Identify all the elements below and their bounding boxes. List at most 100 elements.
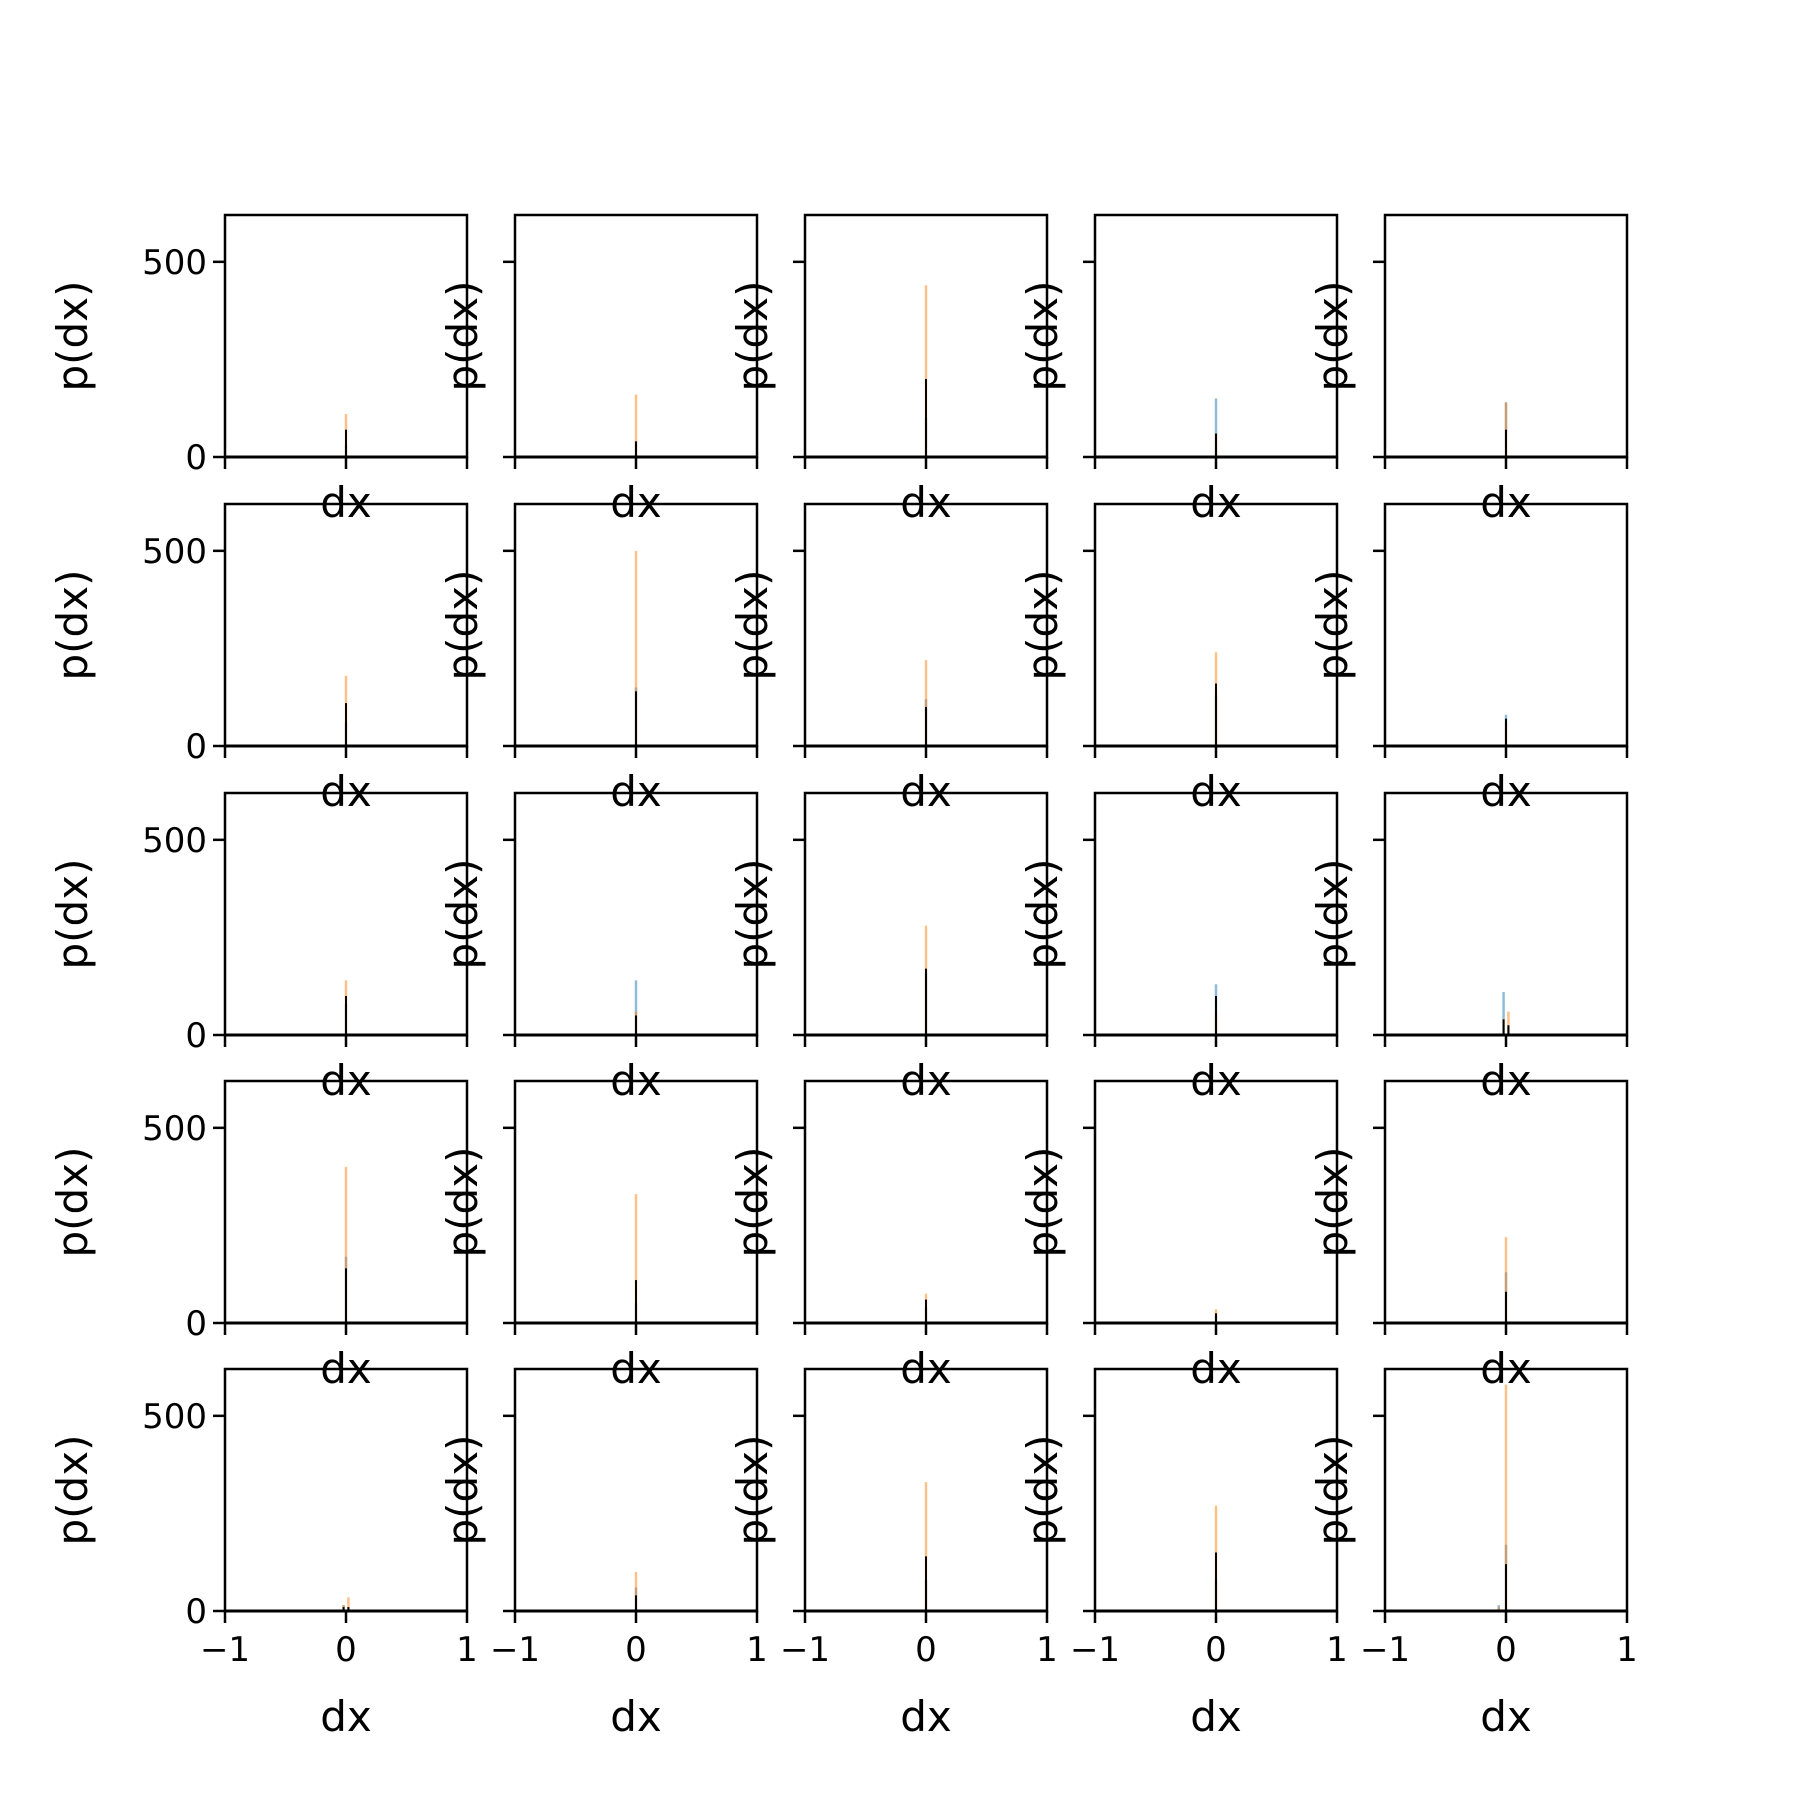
y-axis-label: p(dx) bbox=[1308, 570, 1357, 681]
y-axis-label: p(dx) bbox=[1018, 570, 1067, 681]
histogram-bar-series-b bbox=[924, 660, 928, 746]
y-axis-label: p(dx) bbox=[438, 1435, 487, 1546]
y-axis-label: p(dx) bbox=[1308, 859, 1357, 970]
y-tick-label: 500 bbox=[142, 243, 207, 283]
x-tick-label: 1 bbox=[1036, 1630, 1058, 1670]
y-axis-label: p(dx) bbox=[438, 281, 487, 392]
histogram-bar-series-b bbox=[924, 285, 928, 457]
histogram-bar-series-b bbox=[1497, 1607, 1500, 1611]
histogram-bar-series-c bbox=[1215, 433, 1217, 457]
histogram-bar-series-c bbox=[1505, 429, 1507, 457]
x-axis-label: dx bbox=[900, 478, 952, 527]
histogram-bar-series-c bbox=[1215, 1552, 1217, 1611]
y-axis-label: p(dx) bbox=[728, 859, 777, 970]
histogram-bar-series-c bbox=[1215, 683, 1217, 746]
y-axis-label: p(dx) bbox=[1308, 1147, 1357, 1258]
histogram-bar-series-b bbox=[344, 1166, 348, 1323]
x-tick-label: 0 bbox=[625, 1630, 647, 1670]
histogram-bar-series-a bbox=[1502, 992, 1505, 1035]
x-tick-label: −1 bbox=[200, 1630, 250, 1670]
x-axis-label: dx bbox=[320, 767, 372, 816]
histogram-bar-series-c bbox=[925, 706, 927, 746]
y-axis-label: p(dx) bbox=[1018, 1435, 1067, 1546]
x-axis-label: dx bbox=[320, 478, 372, 527]
y-axis-label: p(dx) bbox=[48, 859, 97, 970]
y-tick-label: 500 bbox=[142, 532, 207, 572]
y-axis-label: p(dx) bbox=[728, 281, 777, 392]
y-axis-label: p(dx) bbox=[438, 570, 487, 681]
histogram-bar-series-a bbox=[634, 980, 638, 1035]
y-tick-label: 0 bbox=[185, 438, 207, 478]
histogram-bar-series-c bbox=[925, 968, 927, 1035]
y-tick-label: 0 bbox=[185, 1016, 207, 1056]
subplot-frame bbox=[1383, 502, 1629, 748]
x-axis-label: dx bbox=[610, 1692, 662, 1741]
y-axis-label: p(dx) bbox=[48, 1435, 97, 1546]
x-axis-label: dx bbox=[900, 1692, 952, 1741]
histogram-bar-series-b bbox=[634, 394, 638, 457]
y-axis-label: p(dx) bbox=[728, 570, 777, 681]
x-tick-label: 1 bbox=[1326, 1630, 1348, 1670]
histogram-bar-series-c bbox=[345, 995, 347, 1035]
x-axis-label: dx bbox=[1190, 1692, 1242, 1741]
x-tick-label: 0 bbox=[1495, 1630, 1517, 1670]
y-axis-label: p(dx) bbox=[1018, 281, 1067, 392]
x-tick-label: 0 bbox=[915, 1630, 937, 1670]
histogram-bar-series-b bbox=[1504, 1384, 1508, 1611]
histogram-bar-series-c bbox=[1505, 718, 1507, 746]
histogram-bar-series-c bbox=[1505, 1291, 1507, 1323]
histogram-bar-series-b bbox=[1504, 1237, 1508, 1323]
histogram-bar-series-b bbox=[634, 550, 638, 746]
x-axis-label: dx bbox=[610, 478, 662, 527]
x-tick-label: 0 bbox=[335, 1630, 357, 1670]
histogram-bar-series-c bbox=[635, 1280, 637, 1323]
histogram-bar-series-b bbox=[347, 1597, 350, 1611]
y-tick-label: 0 bbox=[185, 1304, 207, 1344]
histogram-bar-series-c bbox=[1215, 995, 1217, 1035]
histogram-bar-series-c bbox=[635, 1595, 637, 1611]
x-axis-label: dx bbox=[610, 767, 662, 816]
histogram-bar-series-c bbox=[635, 441, 637, 457]
histogram-bar-series-c bbox=[635, 1015, 637, 1035]
histogram-bar-series-c bbox=[1505, 1564, 1507, 1611]
y-axis-label: p(dx) bbox=[1308, 281, 1357, 392]
y-tick-label: 500 bbox=[142, 821, 207, 861]
subplot-frame bbox=[223, 1367, 469, 1613]
x-axis-label: dx bbox=[1480, 1692, 1532, 1741]
histogram-bar-series-c bbox=[347, 1607, 350, 1611]
histogram-bar-series-c bbox=[925, 378, 927, 457]
x-tick-label: 1 bbox=[456, 1630, 478, 1670]
x-tick-label: 1 bbox=[1616, 1630, 1638, 1670]
y-axis-label: p(dx) bbox=[48, 570, 97, 681]
histogram-bar-series-c bbox=[925, 1556, 927, 1611]
x-tick-label: 0 bbox=[1205, 1630, 1227, 1670]
x-axis-label: dx bbox=[900, 767, 952, 816]
y-tick-label: 500 bbox=[142, 1109, 207, 1149]
histogram-bar-series-c bbox=[345, 703, 347, 746]
y-axis-label: p(dx) bbox=[728, 1147, 777, 1258]
x-tick-label: −1 bbox=[1360, 1630, 1410, 1670]
x-axis-label: dx bbox=[320, 1692, 372, 1741]
histogram-bar-series-c bbox=[925, 1299, 927, 1323]
x-tick-label: 1 bbox=[746, 1630, 768, 1670]
y-axis-label: p(dx) bbox=[48, 281, 97, 392]
y-tick-label: 500 bbox=[142, 1397, 207, 1437]
y-axis-label: p(dx) bbox=[1018, 859, 1067, 970]
x-axis-label: dx bbox=[1480, 767, 1532, 816]
histogram-bar-series-c bbox=[345, 1268, 347, 1323]
histogram-bar-series-b bbox=[924, 1482, 928, 1611]
subplot-frame bbox=[1383, 791, 1629, 1037]
y-tick-label: 0 bbox=[185, 727, 207, 767]
y-axis-label: p(dx) bbox=[48, 1147, 97, 1258]
histogram-bar-series-c bbox=[1507, 1025, 1510, 1035]
y-tick-label: 0 bbox=[185, 1592, 207, 1632]
histogram-bar-series-c bbox=[342, 1607, 345, 1611]
x-tick-label: −1 bbox=[780, 1630, 830, 1670]
x-tick-label: −1 bbox=[490, 1630, 540, 1670]
y-axis-label: p(dx) bbox=[438, 859, 487, 970]
x-axis-label: dx bbox=[1480, 478, 1532, 527]
histogram-bar-series-c bbox=[1502, 1019, 1505, 1035]
histogram-bar-series-b bbox=[634, 1571, 638, 1611]
histogram-bar-series-b bbox=[634, 1194, 638, 1323]
